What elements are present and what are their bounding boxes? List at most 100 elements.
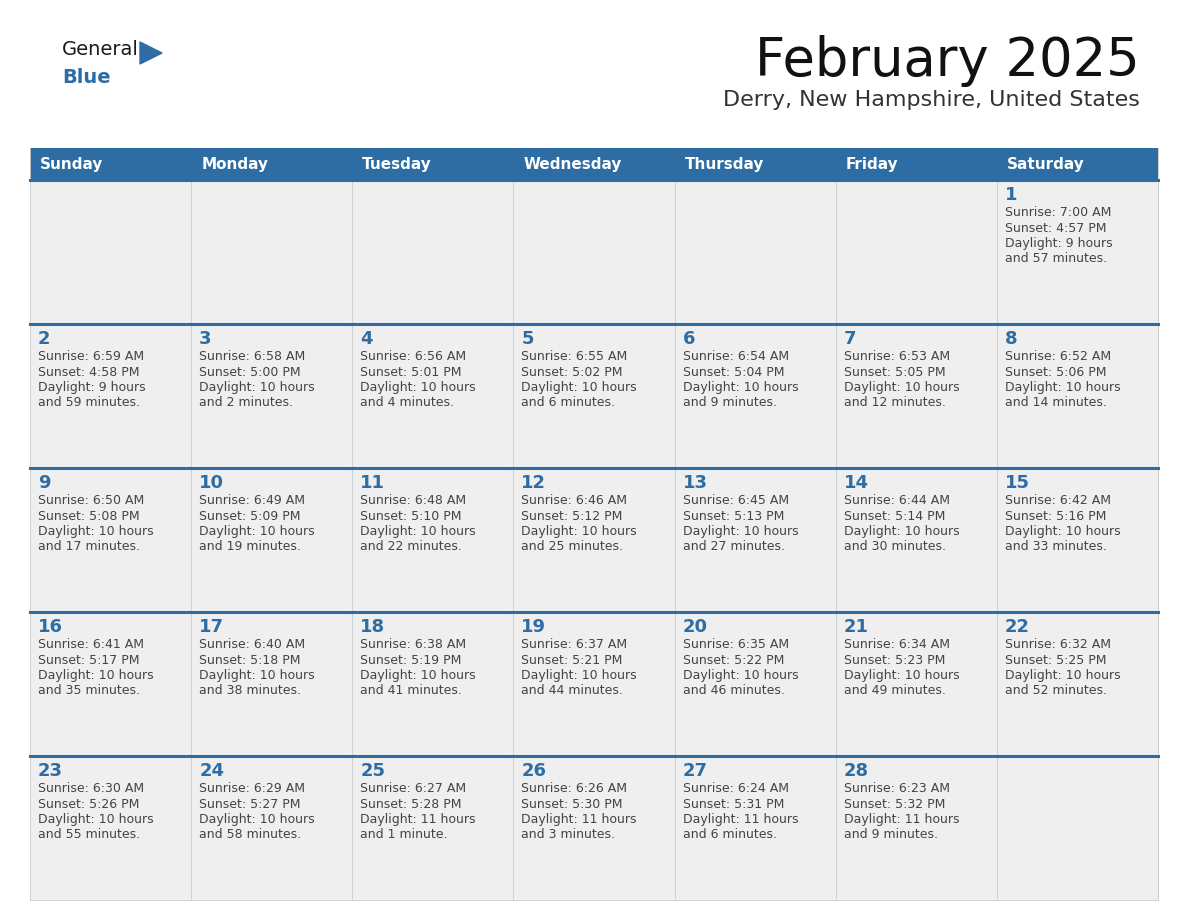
Text: Sunset: 5:10 PM: Sunset: 5:10 PM [360, 509, 462, 522]
Text: Daylight: 10 hours: Daylight: 10 hours [683, 525, 798, 538]
Bar [191, 180, 353, 324]
Bar [30, 468, 191, 612]
Bar [997, 612, 1158, 756]
Text: Daylight: 10 hours: Daylight: 10 hours [522, 525, 637, 538]
Text: 20: 20 [683, 618, 708, 636]
Bar [997, 468, 1158, 612]
Text: and 44 minutes.: and 44 minutes. [522, 685, 624, 698]
Polygon shape [140, 42, 162, 64]
Text: Daylight: 10 hours: Daylight: 10 hours [522, 669, 637, 682]
Text: 28: 28 [843, 762, 868, 780]
Text: and 35 minutes.: and 35 minutes. [38, 685, 140, 698]
Text: 15: 15 [1005, 474, 1030, 492]
Text: Daylight: 10 hours: Daylight: 10 hours [683, 381, 798, 394]
Text: 12: 12 [522, 474, 546, 492]
Text: Daylight: 10 hours: Daylight: 10 hours [200, 669, 315, 682]
Text: Daylight: 10 hours: Daylight: 10 hours [360, 669, 476, 682]
Text: Sunrise: 6:27 AM: Sunrise: 6:27 AM [360, 782, 467, 795]
Text: Sunrise: 6:56 AM: Sunrise: 6:56 AM [360, 350, 467, 363]
Text: Sunrise: 7:00 AM: Sunrise: 7:00 AM [1005, 206, 1111, 219]
Text: Daylight: 10 hours: Daylight: 10 hours [683, 669, 798, 682]
Text: and 58 minutes.: and 58 minutes. [200, 829, 302, 842]
Text: and 52 minutes.: and 52 minutes. [1005, 685, 1107, 698]
Text: 26: 26 [522, 762, 546, 780]
Text: and 38 minutes.: and 38 minutes. [200, 685, 301, 698]
Text: Sunday: Sunday [40, 156, 103, 172]
Text: Sunset: 5:08 PM: Sunset: 5:08 PM [38, 509, 140, 522]
Bar [513, 756, 675, 900]
Bar [835, 324, 997, 468]
Bar [30, 324, 191, 468]
Text: Sunset: 5:16 PM: Sunset: 5:16 PM [1005, 509, 1106, 522]
Text: Daylight: 10 hours: Daylight: 10 hours [522, 381, 637, 394]
Text: Daylight: 10 hours: Daylight: 10 hours [1005, 669, 1120, 682]
Text: Sunrise: 6:34 AM: Sunrise: 6:34 AM [843, 638, 949, 651]
Text: Sunrise: 6:26 AM: Sunrise: 6:26 AM [522, 782, 627, 795]
Text: Sunset: 5:31 PM: Sunset: 5:31 PM [683, 798, 784, 811]
Text: and 1 minute.: and 1 minute. [360, 829, 448, 842]
Bar [513, 180, 675, 324]
Bar [835, 756, 997, 900]
Text: Sunset: 5:28 PM: Sunset: 5:28 PM [360, 798, 462, 811]
Text: Sunrise: 6:37 AM: Sunrise: 6:37 AM [522, 638, 627, 651]
Text: 1: 1 [1005, 186, 1017, 204]
Text: Daylight: 10 hours: Daylight: 10 hours [843, 381, 960, 394]
Text: Thursday: Thursday [684, 156, 764, 172]
Text: Sunrise: 6:40 AM: Sunrise: 6:40 AM [200, 638, 305, 651]
Text: Sunrise: 6:29 AM: Sunrise: 6:29 AM [200, 782, 305, 795]
Text: and 2 minutes.: and 2 minutes. [200, 397, 293, 409]
Text: Sunrise: 6:44 AM: Sunrise: 6:44 AM [843, 494, 949, 507]
Text: Sunset: 5:09 PM: Sunset: 5:09 PM [200, 509, 301, 522]
Text: Monday: Monday [201, 156, 268, 172]
Bar [675, 612, 835, 756]
Bar [513, 612, 675, 756]
Text: Daylight: 9 hours: Daylight: 9 hours [1005, 237, 1112, 250]
Text: 17: 17 [200, 618, 225, 636]
Text: Derry, New Hampshire, United States: Derry, New Hampshire, United States [723, 90, 1140, 110]
Text: Sunrise: 6:45 AM: Sunrise: 6:45 AM [683, 494, 789, 507]
Text: Sunset: 5:19 PM: Sunset: 5:19 PM [360, 654, 462, 666]
Text: Sunset: 5:25 PM: Sunset: 5:25 PM [1005, 654, 1106, 666]
Text: Saturday: Saturday [1007, 156, 1085, 172]
Text: Sunrise: 6:24 AM: Sunrise: 6:24 AM [683, 782, 789, 795]
Text: 7: 7 [843, 330, 857, 348]
Text: and 14 minutes.: and 14 minutes. [1005, 397, 1107, 409]
Text: and 9 minutes.: and 9 minutes. [843, 829, 937, 842]
Text: 5: 5 [522, 330, 533, 348]
Text: Sunrise: 6:53 AM: Sunrise: 6:53 AM [843, 350, 950, 363]
Bar [997, 756, 1158, 900]
Text: 27: 27 [683, 762, 708, 780]
Text: 18: 18 [360, 618, 385, 636]
Text: and 57 minutes.: and 57 minutes. [1005, 252, 1107, 265]
Text: Sunset: 5:18 PM: Sunset: 5:18 PM [200, 654, 301, 666]
Bar [191, 324, 353, 468]
Text: Daylight: 11 hours: Daylight: 11 hours [522, 813, 637, 826]
Bar [997, 324, 1158, 468]
Text: Daylight: 10 hours: Daylight: 10 hours [843, 669, 960, 682]
Text: Sunset: 5:05 PM: Sunset: 5:05 PM [843, 365, 946, 378]
Text: 8: 8 [1005, 330, 1017, 348]
Bar [353, 468, 513, 612]
Text: and 41 minutes.: and 41 minutes. [360, 685, 462, 698]
Text: Daylight: 10 hours: Daylight: 10 hours [360, 381, 476, 394]
Text: Sunset: 5:22 PM: Sunset: 5:22 PM [683, 654, 784, 666]
Text: Sunset: 5:00 PM: Sunset: 5:00 PM [200, 365, 301, 378]
Text: Daylight: 10 hours: Daylight: 10 hours [38, 669, 153, 682]
Text: Sunset: 5:01 PM: Sunset: 5:01 PM [360, 365, 462, 378]
Text: 14: 14 [843, 474, 868, 492]
Text: Sunrise: 6:55 AM: Sunrise: 6:55 AM [522, 350, 627, 363]
Text: Blue: Blue [62, 68, 110, 87]
Text: Sunrise: 6:49 AM: Sunrise: 6:49 AM [200, 494, 305, 507]
Bar [675, 324, 835, 468]
Bar [513, 324, 675, 468]
Text: and 19 minutes.: and 19 minutes. [200, 541, 301, 554]
Text: Sunrise: 6:41 AM: Sunrise: 6:41 AM [38, 638, 144, 651]
Bar [353, 180, 513, 324]
Text: Sunrise: 6:46 AM: Sunrise: 6:46 AM [522, 494, 627, 507]
Text: Sunset: 5:06 PM: Sunset: 5:06 PM [1005, 365, 1106, 378]
Text: Sunset: 5:21 PM: Sunset: 5:21 PM [522, 654, 623, 666]
Text: and 55 minutes.: and 55 minutes. [38, 829, 140, 842]
Text: Daylight: 10 hours: Daylight: 10 hours [38, 525, 153, 538]
Text: and 12 minutes.: and 12 minutes. [843, 397, 946, 409]
Text: Sunset: 5:30 PM: Sunset: 5:30 PM [522, 798, 623, 811]
